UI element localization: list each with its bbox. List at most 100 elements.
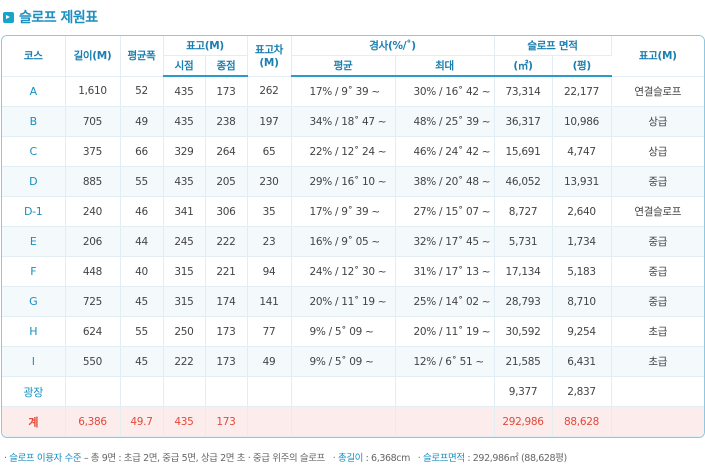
- alt-end-cell: [205, 376, 248, 407]
- header-slope-max: 최대: [395, 55, 495, 77]
- area-m2-cell: 9,377: [494, 376, 553, 407]
- width-cell: [120, 376, 164, 407]
- slope-max-cell: 25% / 14˚ 02 ~: [395, 286, 495, 317]
- area-pyeong-cell: 10,986: [552, 106, 612, 137]
- table-row: C 375 66 329 264 65 22% / 12˚ 24 ~46% / 24˚ 42…: [2, 136, 704, 167]
- alt-start-cell: 435: [163, 406, 206, 437]
- alt-end-cell: 173: [205, 346, 248, 377]
- course-cell: D: [2, 166, 66, 197]
- alt-start-cell: 329: [163, 136, 206, 167]
- length-cell: 375: [65, 136, 121, 167]
- level-cell: 상급: [611, 136, 704, 167]
- slope-max-cell: 30% / 16˚ 42 ~: [395, 76, 495, 107]
- length-cell: 550: [65, 346, 121, 377]
- slope-max-cell: 32% / 17˚ 45 ~: [395, 226, 495, 257]
- slope-max-cell: [395, 376, 495, 407]
- alt-start-cell: 435: [163, 106, 206, 137]
- table-row: E 206 44 245 222 23 16% / 9˚ 05 ~32% / 17˚ 45 …: [2, 226, 704, 257]
- header-area: 슬로프 면적: [494, 36, 612, 56]
- header-altitude: 표고(M): [163, 36, 248, 56]
- slope-max-cell: 38% / 20˚ 48 ~: [395, 166, 495, 197]
- header-area-pyeong: (평): [552, 55, 611, 77]
- course-cell: E: [2, 226, 66, 257]
- alt-end-cell: 222: [205, 226, 248, 257]
- length-cell: 6,386: [65, 406, 121, 437]
- table-row: I 550 45 222 173 49 9% / 5˚ 09 ~12% / 6˚ 51 ~2…: [2, 346, 704, 377]
- alt-diff-cell: 94: [247, 256, 292, 287]
- slope-max-cell: 46% / 24˚ 42 ~: [395, 136, 495, 167]
- area-m2-cell: 30,592: [494, 316, 553, 347]
- table-row: 광장 9,377 2,837: [2, 376, 704, 407]
- footnote-level-text: – 총 9면 : 초급 2면, 중급 5면, 상급 2면 초 · 중급 위주의 …: [81, 453, 325, 464]
- slope-avg-cell: 29% / 16˚ 10 ~: [291, 166, 396, 197]
- width-cell: 55: [120, 316, 164, 347]
- slope-avg-cell: 9% / 5˚ 09 ~: [291, 316, 396, 347]
- course-cell: B: [2, 106, 66, 137]
- footnote-length-label: · 총길이: [332, 453, 364, 464]
- course-cell: I: [2, 346, 66, 377]
- slope-avg-cell: 24% / 12˚ 30 ~: [291, 256, 396, 287]
- alt-end-cell: 205: [205, 166, 248, 197]
- width-cell: 45: [120, 346, 164, 377]
- width-cell: 49.7: [120, 406, 164, 437]
- level-cell: 연결슬로프: [611, 196, 704, 227]
- course-cell: D-1: [2, 196, 66, 227]
- alt-start-cell: 222: [163, 346, 206, 377]
- header-alt-end: 종점: [205, 55, 248, 77]
- bullet-arrow-icon: [3, 11, 14, 23]
- slope-avg-cell: [291, 406, 396, 437]
- slope-max-cell: 27% / 15˚ 07 ~: [395, 196, 495, 227]
- slope-max-cell: 20% / 11˚ 19 ~: [395, 316, 495, 347]
- slope-avg-cell: 20% / 11˚ 19 ~: [291, 286, 396, 317]
- footnote-length-text: : 6,368cm: [363, 453, 411, 464]
- course-cell: H: [2, 316, 66, 347]
- length-cell: 206: [65, 226, 121, 257]
- length-cell: 624: [65, 316, 121, 347]
- course-cell: 광장: [2, 376, 66, 407]
- alt-start-cell: 315: [163, 256, 206, 287]
- table-row: 계 6,386 49.7 435 173 292,986 88,628: [2, 406, 704, 437]
- alt-end-cell: 173: [205, 406, 248, 437]
- slope-avg-cell: [291, 376, 396, 407]
- alt-diff-cell: 77: [247, 316, 292, 347]
- table-row: G 725 45 315 174 141 20% / 11˚ 19 ~25% / 14˚ 0…: [2, 286, 704, 317]
- course-cell: 계: [2, 406, 66, 437]
- width-cell: 49: [120, 106, 164, 137]
- area-pyeong-cell: 9,254: [552, 316, 612, 347]
- slope-avg-cell: 22% / 12˚ 24 ~: [291, 136, 396, 167]
- course-cell: F: [2, 256, 66, 287]
- alt-start-cell: 250: [163, 316, 206, 347]
- alt-end-cell: 306: [205, 196, 248, 227]
- length-cell: 725: [65, 286, 121, 317]
- area-pyeong-cell: 2,837: [552, 376, 612, 407]
- header-area-m2: (㎡): [494, 55, 553, 77]
- header-course: 코스: [2, 36, 66, 77]
- length-cell: 705: [65, 106, 121, 137]
- course-cell: A: [2, 76, 66, 107]
- alt-end-cell: 238: [205, 106, 248, 137]
- header-length: 길이(M): [65, 36, 121, 77]
- width-cell: 66: [120, 136, 164, 167]
- alt-start-cell: 315: [163, 286, 206, 317]
- course-cell: G: [2, 286, 66, 317]
- footnote-area-label: · 슬로프면적: [417, 453, 465, 464]
- alt-start-cell: 435: [163, 166, 206, 197]
- alt-end-cell: 173: [205, 76, 248, 107]
- area-m2-cell: 46,052: [494, 166, 553, 197]
- alt-diff-cell: 35: [247, 196, 292, 227]
- width-cell: 52: [120, 76, 164, 107]
- alt-end-cell: 174: [205, 286, 248, 317]
- level-cell: 연결슬로프: [611, 76, 704, 107]
- slope-max-cell: 12% / 6˚ 51 ~: [395, 346, 495, 377]
- length-cell: 885: [65, 166, 121, 197]
- length-cell: [65, 376, 121, 407]
- area-m2-cell: 28,793: [494, 286, 553, 317]
- alt-start-cell: [163, 376, 206, 407]
- level-cell: [611, 376, 704, 407]
- slope-avg-cell: 16% / 9˚ 05 ~: [291, 226, 396, 257]
- slope-avg-cell: 34% / 18˚ 47 ~: [291, 106, 396, 137]
- table-row: F 448 40 315 221 94 24% / 12˚ 30 ~31% / 17˚ 13…: [2, 256, 704, 287]
- area-m2-cell: 292,986: [494, 406, 553, 437]
- area-m2-cell: 73,314: [494, 76, 553, 107]
- area-pyeong-cell: 5,183: [552, 256, 612, 287]
